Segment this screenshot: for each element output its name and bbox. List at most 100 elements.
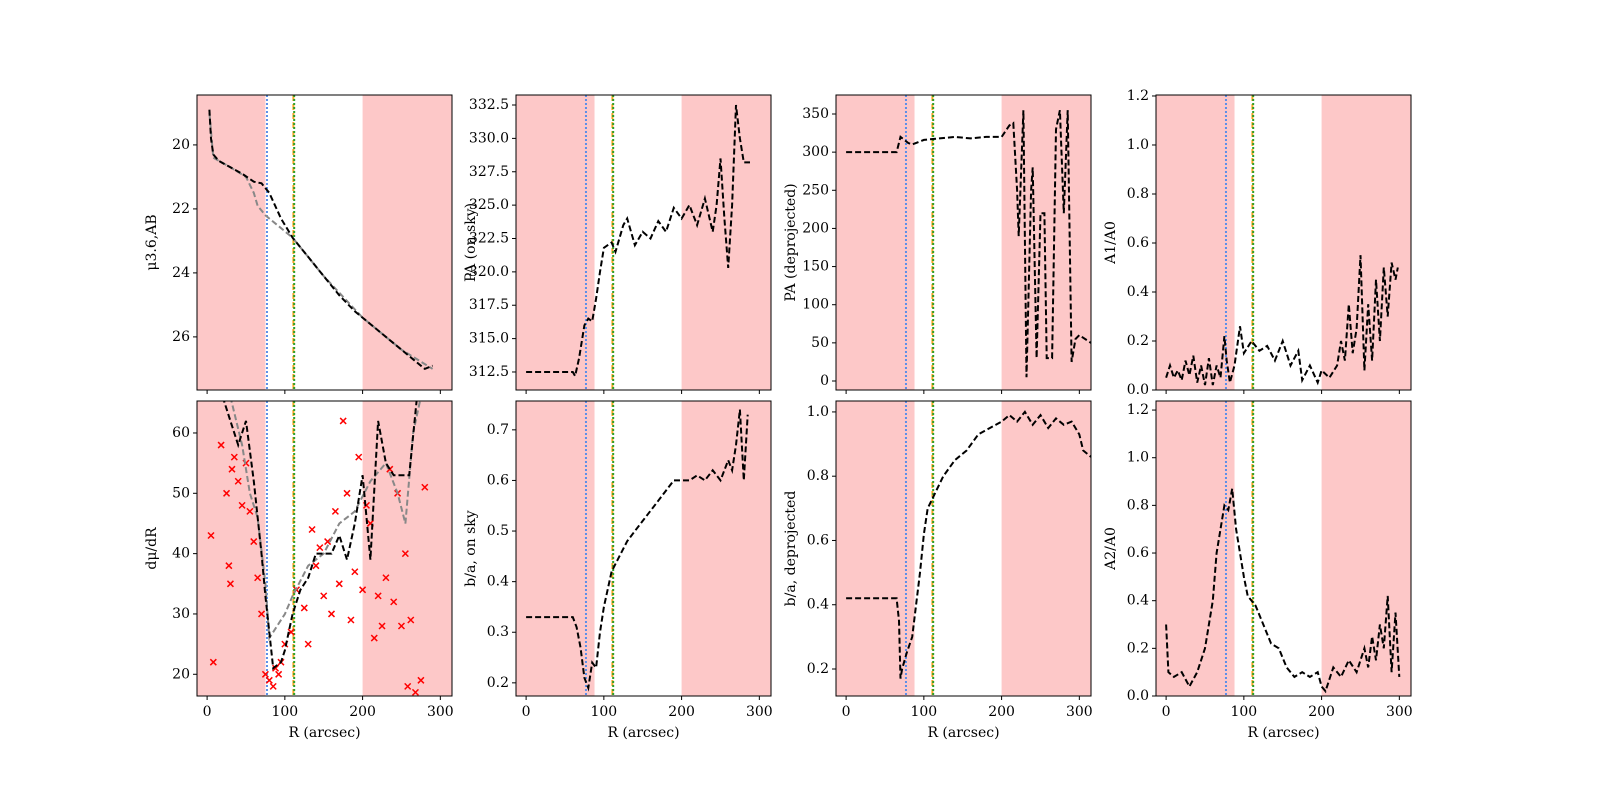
axes-frame xyxy=(515,94,772,391)
y-tick-label: 22 xyxy=(172,201,190,217)
shaded-region xyxy=(197,95,266,390)
y-tick-label: 1.0 xyxy=(1127,450,1149,466)
y-axis-label: PA (deprojected) xyxy=(783,183,799,301)
y-tick-label: 0.8 xyxy=(1127,497,1149,513)
scatter-point xyxy=(347,616,355,624)
x-tick-label: 300 xyxy=(1066,704,1093,720)
scatter-point xyxy=(228,465,236,473)
scatter-point xyxy=(250,538,258,546)
plot-area xyxy=(1156,401,1411,696)
y-tick-label: 0.2 xyxy=(487,675,509,691)
y-tick-label: 0.8 xyxy=(807,468,829,484)
scatter-point xyxy=(271,664,280,672)
series-line xyxy=(1165,255,1399,386)
y-axis-label: A2/A0 xyxy=(1103,527,1119,571)
x-tick-label: 300 xyxy=(746,704,773,720)
y-tick-label: 0.8 xyxy=(1127,186,1149,202)
y-tick-label: 20 xyxy=(172,666,190,682)
y-axis-label: dμ/dR xyxy=(144,527,160,570)
scatter-point xyxy=(254,574,262,582)
scatter-point xyxy=(359,586,367,594)
y-tick-label: 100 xyxy=(802,297,829,313)
shaded-region xyxy=(362,401,452,696)
x-tick-label: 300 xyxy=(427,704,454,720)
x-axis-label: R (arcsec) xyxy=(607,725,679,741)
axes-frame xyxy=(835,400,1092,697)
scatter-point xyxy=(320,592,328,600)
y-tick-label: 300 xyxy=(802,144,829,160)
x-tick-label: 100 xyxy=(1230,704,1257,720)
y-tick-label: 0.6 xyxy=(807,532,829,548)
y-tick-label: 322.5 xyxy=(469,230,509,246)
series-line xyxy=(222,401,418,671)
y-tick-label: 1.2 xyxy=(1127,88,1149,104)
y-tick-label: 317.5 xyxy=(469,297,509,313)
x-tick-label: 200 xyxy=(668,704,695,720)
scatter-point xyxy=(421,483,429,491)
plot-area xyxy=(516,95,771,390)
scatter-point xyxy=(300,604,308,612)
scatter-point xyxy=(374,592,382,600)
scatter-point xyxy=(378,622,386,630)
y-tick-label: 0.0 xyxy=(1127,382,1149,398)
scatter-point xyxy=(234,477,242,485)
panel: 0.0 0.2 0.4 0.6 0.8 1.0 1.2 A1/A0 xyxy=(1103,88,1412,398)
scatter-point xyxy=(223,489,231,497)
shaded-region xyxy=(681,401,771,696)
x-tick-label: 100 xyxy=(271,704,298,720)
x-tick-label: 100 xyxy=(590,704,617,720)
scatter-point xyxy=(225,562,233,570)
scatter-point xyxy=(217,441,225,449)
scatter-point xyxy=(390,598,398,606)
scatter-point xyxy=(275,670,283,678)
series-line xyxy=(1165,488,1401,694)
scatter-point xyxy=(355,453,363,461)
y-tick-label: 327.5 xyxy=(469,164,509,180)
scatter-point xyxy=(304,640,312,648)
plot-area xyxy=(197,401,452,696)
scatter-point xyxy=(238,501,246,509)
y-tick-label: 325.0 xyxy=(469,197,509,213)
shaded-region xyxy=(516,95,595,390)
y-tick-label: 0.6 xyxy=(1127,545,1149,561)
y-tick-label: 0.2 xyxy=(807,661,829,677)
y-tick-label: 1.0 xyxy=(1127,137,1149,153)
series-line xyxy=(230,401,422,642)
scatter-point xyxy=(407,616,415,624)
y-tick-label: 0.4 xyxy=(1127,284,1149,300)
x-tick-label: 100 xyxy=(910,704,937,720)
scatter-point xyxy=(230,453,238,461)
y-tick-label: 0.6 xyxy=(487,472,509,488)
y-tick-label: 0.7 xyxy=(487,422,509,438)
scatter-point xyxy=(335,580,343,588)
y-tick-label: 50 xyxy=(811,335,829,351)
axes-frame xyxy=(196,94,453,391)
scatter-point xyxy=(316,544,324,552)
scatter-point xyxy=(370,634,378,642)
scatter-point xyxy=(331,507,339,515)
scatter-point xyxy=(209,658,217,666)
y-tick-label: 1.0 xyxy=(807,404,829,420)
scatter-point xyxy=(404,682,412,690)
plot-area xyxy=(836,401,1091,696)
y-axis-label: b/a, on sky xyxy=(463,510,479,586)
y-tick-label: 350 xyxy=(802,106,829,122)
y-tick-label: 320.0 xyxy=(469,264,509,280)
y-tick-label: 330.0 xyxy=(469,130,509,146)
shaded-region xyxy=(1001,401,1091,696)
y-tick-label: 50 xyxy=(172,485,190,501)
shaded-region xyxy=(197,401,266,696)
y-tick-label: 0.2 xyxy=(1127,640,1149,656)
y-tick-label: 332.5 xyxy=(469,97,509,113)
y-tick-label: 0 xyxy=(820,373,829,389)
y-tick-label: 24 xyxy=(172,265,190,281)
panel: 0.2 0.3 0.4 0.5 0.6 0.7 0 100 200 300 R (arcsec) b/… xyxy=(463,400,773,741)
y-tick-label: 0.0 xyxy=(1127,688,1149,704)
y-tick-label: 150 xyxy=(802,259,829,275)
x-tick-label: 200 xyxy=(1308,704,1335,720)
series-line xyxy=(526,409,749,692)
x-axis-label: R (arcsec) xyxy=(927,725,999,741)
y-tick-label: 1.2 xyxy=(1127,402,1149,418)
y-tick-label: 0.2 xyxy=(1127,333,1149,349)
scatter-point xyxy=(269,682,277,690)
